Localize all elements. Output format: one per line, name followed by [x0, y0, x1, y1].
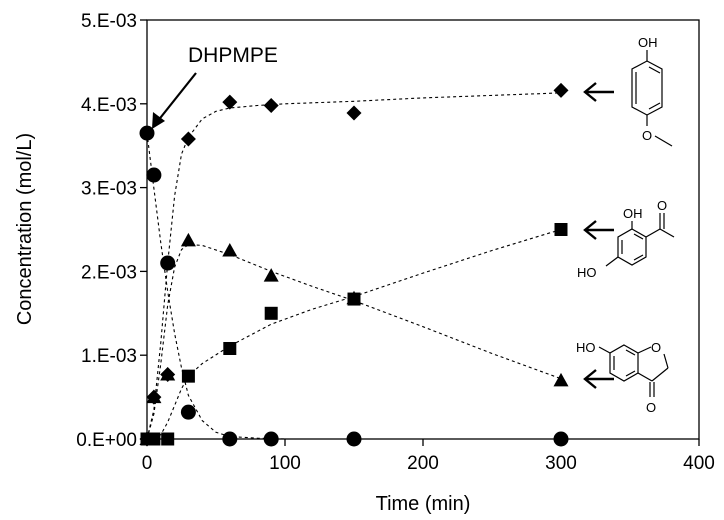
- square-marker: [264, 306, 278, 320]
- circle-marker: [139, 125, 155, 141]
- diamond-marker: [180, 131, 196, 147]
- x-tick-labels: 0 100 200 300 400: [142, 453, 715, 474]
- dihydroxyacetophenone-structure-icon: OH O HO: [577, 198, 675, 280]
- y-tick-label: 4.E-03: [81, 95, 137, 116]
- acetophenone-oh-label: OH: [623, 206, 643, 221]
- circle-marker: [222, 431, 238, 447]
- benzofuranone-ketone-o-label: O: [646, 400, 656, 415]
- benzofuranone-ring-o-label: O: [651, 340, 661, 355]
- square-marker: [347, 292, 361, 306]
- y-tick-label: 3.E-03: [81, 179, 137, 200]
- x-tick-label: 100: [269, 453, 301, 474]
- triangle-marker: [222, 242, 238, 257]
- triangle-marker: [553, 372, 569, 387]
- hydroxybenzofuranone-structure-icon: O O HO: [576, 340, 669, 415]
- dhpmpe-arrow-line: [156, 72, 197, 123]
- x-tick-label: 300: [545, 453, 577, 474]
- dhpmpe-label: DHPMPE: [188, 44, 278, 67]
- circle-marker: [553, 431, 569, 447]
- y-tick-label: 5.E-03: [81, 11, 137, 32]
- dhpmpe-arrowhead: [152, 112, 165, 129]
- arrow-to-methoxyphenol: [583, 82, 614, 102]
- square-marker: [147, 432, 161, 446]
- circle-marker: [146, 167, 162, 183]
- diamond-fit-curve: [146, 92, 562, 440]
- x-tick-label: 400: [683, 453, 715, 474]
- square-fit-curve: [146, 228, 562, 440]
- acetophenone-ho-label: HO: [577, 265, 597, 280]
- triangle-marker: [160, 366, 176, 381]
- methoxyphenol-oh-label: OH: [638, 35, 658, 50]
- x-axis-title: Time (min): [376, 493, 471, 515]
- circle-marker: [160, 255, 176, 271]
- square-marker: [223, 341, 237, 355]
- square-marker: [181, 369, 195, 383]
- arrow-to-dihydroxyacetophenone: [583, 220, 614, 240]
- diamond-marker: [263, 97, 279, 113]
- square-marker: [554, 223, 568, 236]
- circle-marker: [346, 431, 362, 447]
- y-axis-title: Concentration (mol/L): [14, 133, 36, 325]
- y-tick-label: 0.E+00: [76, 430, 137, 451]
- methoxyphenol-structure-icon: OH O: [631, 35, 673, 147]
- triangle-fit-curve: [146, 244, 562, 440]
- y-tick-label: 2.E-03: [81, 262, 137, 283]
- acetophenone-o-label: O: [657, 198, 667, 213]
- x-tick-label: 0: [142, 453, 153, 474]
- diamond-marker: [553, 82, 569, 98]
- diamond-marker: [346, 105, 362, 121]
- arrow-to-hydroxybenzofuranone: [583, 369, 614, 389]
- methoxyphenol-o-label: O: [642, 128, 652, 143]
- circle-marker: [263, 431, 279, 447]
- circle-marker: [180, 404, 196, 420]
- x-tick-label: 200: [407, 453, 439, 474]
- benzofuranone-ho-label: HO: [576, 340, 596, 355]
- triangle-marker: [146, 389, 162, 404]
- y-tick-label: 1.E-03: [81, 346, 137, 367]
- data-markers: [139, 82, 569, 447]
- triangle-marker: [180, 232, 196, 247]
- diamond-marker: [222, 94, 238, 110]
- square-marker: [161, 432, 175, 446]
- y-tick-labels: 0.E+00 1.E-03 2.E-03 3.E-03 4.E-03 5.E-03: [76, 11, 137, 451]
- triangle-marker: [263, 268, 279, 282]
